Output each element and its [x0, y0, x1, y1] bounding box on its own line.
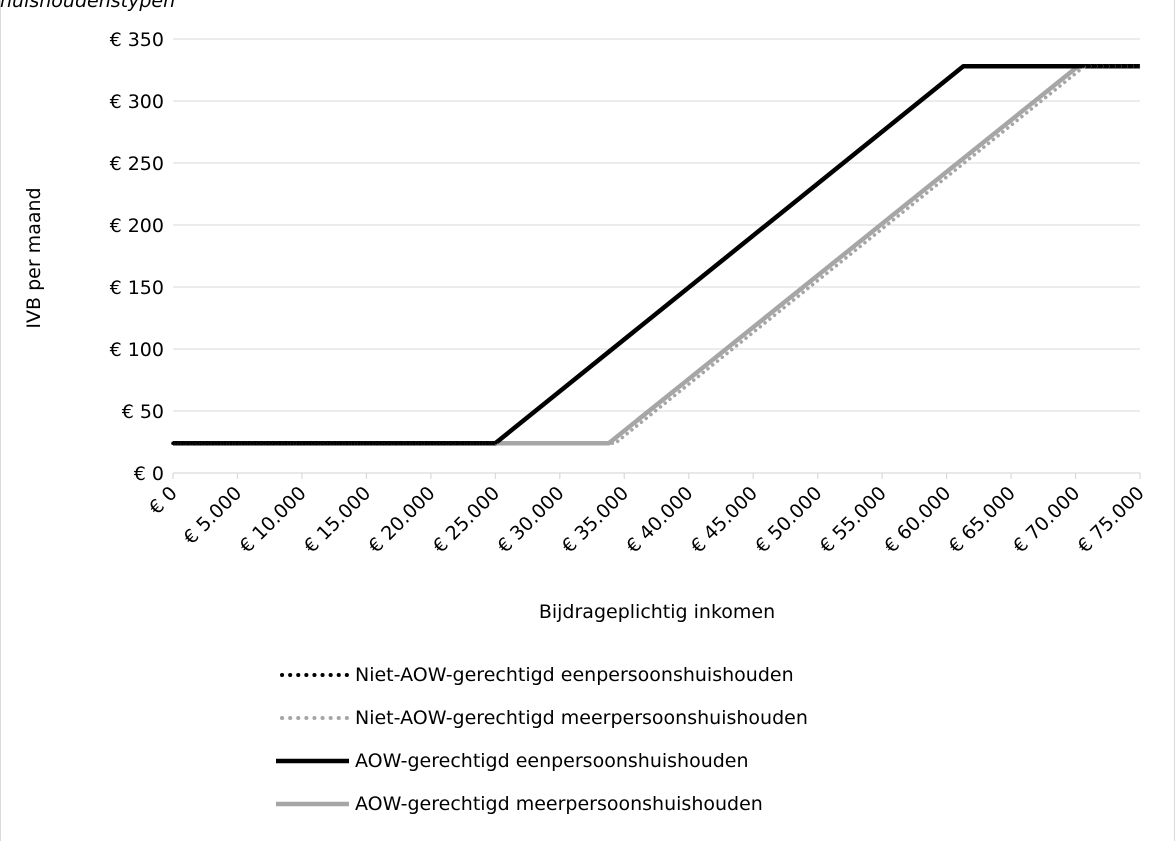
x-tick-label: € 0 — [145, 482, 182, 519]
y-tick-label: € 50 — [122, 401, 164, 423]
series-line-3 — [173, 64, 1140, 446]
x-tick-label: € 30.000 — [493, 482, 568, 557]
x-tick-label: € 10.000 — [235, 482, 310, 557]
x-tick-label: € 55.000 — [816, 482, 891, 557]
chart-frame-right — [1174, 0, 1175, 841]
legend-label-4: AOW-gerechtigd meerpersoonshuishouden — [355, 793, 763, 815]
legend-label-3: AOW-gerechtigd eenpersoonshuishouden — [355, 750, 749, 772]
x-tick-label: € 70.000 — [1009, 482, 1084, 557]
series-lines — [171, 64, 1142, 446]
x-tick-label: € 40.000 — [622, 482, 697, 557]
y-tick-label: € 150 — [110, 277, 164, 299]
legend: Niet-AOW-gerechtigd eenpersoonshuishoude… — [276, 664, 808, 815]
x-tick-label: € 60.000 — [880, 482, 955, 557]
series-line-4 — [173, 64, 1140, 446]
gridlines — [173, 38, 1140, 412]
x-axis — [172, 472, 1141, 479]
y-axis-title: IVB per maand — [23, 187, 45, 328]
x-tick-label: € 45.000 — [687, 482, 762, 557]
x-tick-label: € 15.000 — [300, 482, 375, 557]
x-tick-label: € 20.000 — [364, 482, 439, 557]
x-tick-label: € 50.000 — [751, 482, 826, 557]
legend-label-1: Niet-AOW-gerechtigd eenpersoonshuishoude… — [355, 664, 794, 686]
series-line-2 — [171, 64, 1142, 445]
x-tick-label: € 35.000 — [558, 482, 633, 557]
chart-frame-left — [0, 0, 1, 841]
x-axis-title: Bijdrageplichtig inkomen — [539, 601, 775, 623]
y-tick-label: € 350 — [110, 29, 164, 51]
x-tick-label: € 75.000 — [1073, 482, 1148, 557]
legend-label-2: Niet-AOW-gerechtigd meerpersoonshuishoud… — [355, 707, 808, 729]
x-axis-tick-labels: € 0€ 5.000€ 10.000€ 15.000€ 20.000€ 25.0… — [145, 482, 1149, 557]
x-tick-label: € 5.000 — [179, 482, 246, 549]
y-axis-tick-labels: € 0 € 50 € 100 € 150 € 200 € 250 € 300 € 350 — [110, 29, 164, 485]
x-tick-label: € 65.000 — [944, 482, 1019, 557]
y-tick-label: € 250 — [110, 153, 164, 175]
y-tick-label: € 300 — [110, 91, 164, 113]
x-tick-label: € 25.000 — [429, 482, 504, 557]
y-tick-label: € 0 — [134, 463, 164, 485]
figure-caption: huishoudenstypen — [0, 0, 176, 12]
series-line-1 — [171, 64, 1142, 445]
y-tick-label: € 100 — [110, 339, 164, 361]
y-tick-label: € 200 — [110, 215, 164, 237]
